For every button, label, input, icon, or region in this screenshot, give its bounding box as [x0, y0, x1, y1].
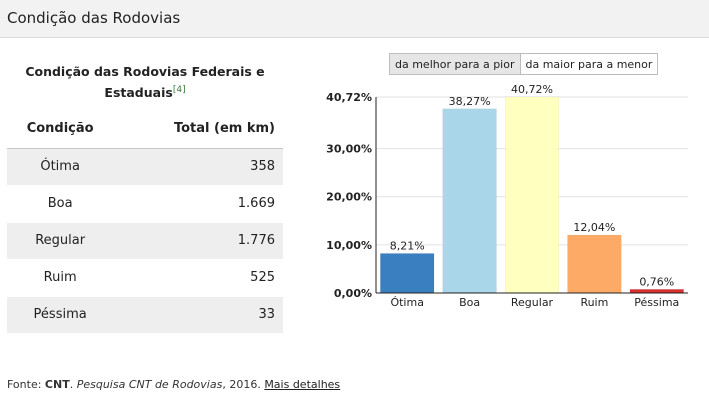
- cell-condicao: Péssima: [7, 296, 114, 334]
- sort-largest-to-smallest-button[interactable]: da maior para a menor: [520, 53, 659, 75]
- cell-total: 525: [113, 259, 283, 297]
- x-tick-label: Regular: [511, 296, 554, 309]
- bar-value-label: 0,76%: [639, 275, 674, 288]
- cell-total: 33: [113, 296, 283, 334]
- bar-value-label: 40,72%: [511, 84, 553, 96]
- bar-value-label: 8,21%: [390, 239, 425, 252]
- y-tick-label: 30,00%: [326, 143, 372, 156]
- table-row: Regular 1.776: [7, 222, 283, 260]
- footer-year: , 2016.: [222, 378, 265, 391]
- more-details-link[interactable]: Mais detalhes: [264, 378, 341, 391]
- y-tick-label: 10,00%: [326, 239, 372, 252]
- sort-best-to-worst-button[interactable]: da melhor para a pior: [389, 53, 521, 75]
- y-tick-label: 20,00%: [326, 191, 372, 204]
- bar: [380, 253, 435, 294]
- bar-value-label: 38,27%: [449, 95, 491, 108]
- x-tick-label: Ótima: [390, 296, 423, 309]
- page-header: Condição das Rodovias: [0, 0, 709, 38]
- cell-condicao: Ótima: [7, 148, 114, 186]
- cell-condicao: Boa: [7, 185, 114, 223]
- bar-value-label: 12,04%: [573, 221, 615, 234]
- table-row: Boa 1.669: [7, 185, 283, 223]
- footer-source: CNT: [44, 378, 70, 391]
- reference-link[interactable]: [4]: [172, 85, 186, 95]
- cell-total: 358: [113, 148, 283, 186]
- x-tick-label: Péssima: [634, 296, 679, 309]
- column-header-total: Total (em km): [113, 110, 283, 149]
- table-caption-text: Condição das Rodovias Federais e Estadua…: [25, 64, 265, 101]
- sort-toggle: da melhor para a pior da maior para a me…: [389, 53, 659, 75]
- x-tick-label: Boa: [459, 296, 480, 309]
- y-tick-label: 0,00%: [334, 287, 372, 300]
- bar: [504, 96, 560, 294]
- bar: [567, 234, 622, 294]
- table-row: Péssima 33: [7, 296, 283, 334]
- column-header-condicao: Condição: [7, 110, 114, 149]
- cell-condicao: Regular: [7, 222, 114, 260]
- bar: [442, 108, 497, 294]
- table-caption: Condição das Rodovias Federais e Estadua…: [7, 62, 283, 102]
- cell-total: 1.776: [113, 222, 283, 260]
- footer-publication: Pesquisa CNT de Rodovias: [76, 378, 223, 391]
- cell-condicao: Ruim: [7, 259, 114, 297]
- source-footer: Fonte: CNT. Pesquisa CNT de Rodovias, 20…: [7, 378, 340, 391]
- bar-chart: 0,00% 10,00% 20,00% 30,00% 40,72% 8,21% Ótima 3…: [326, 84, 688, 309]
- table-row: Ótima 358: [7, 148, 283, 186]
- page-title: Condição das Rodovias: [7, 9, 181, 27]
- y-tick-label: 40,72%: [326, 91, 372, 104]
- footer-prefix: Fonte:: [7, 378, 45, 391]
- x-tick-label: Ruim: [580, 296, 608, 309]
- condition-table: Condição Total (em km) Ótima 358 Boa 1.6…: [7, 110, 283, 334]
- table-row: Ruim 525: [7, 259, 283, 297]
- footer-sep: .: [69, 378, 77, 391]
- bar: [629, 289, 684, 294]
- cell-total: 1.669: [113, 185, 283, 223]
